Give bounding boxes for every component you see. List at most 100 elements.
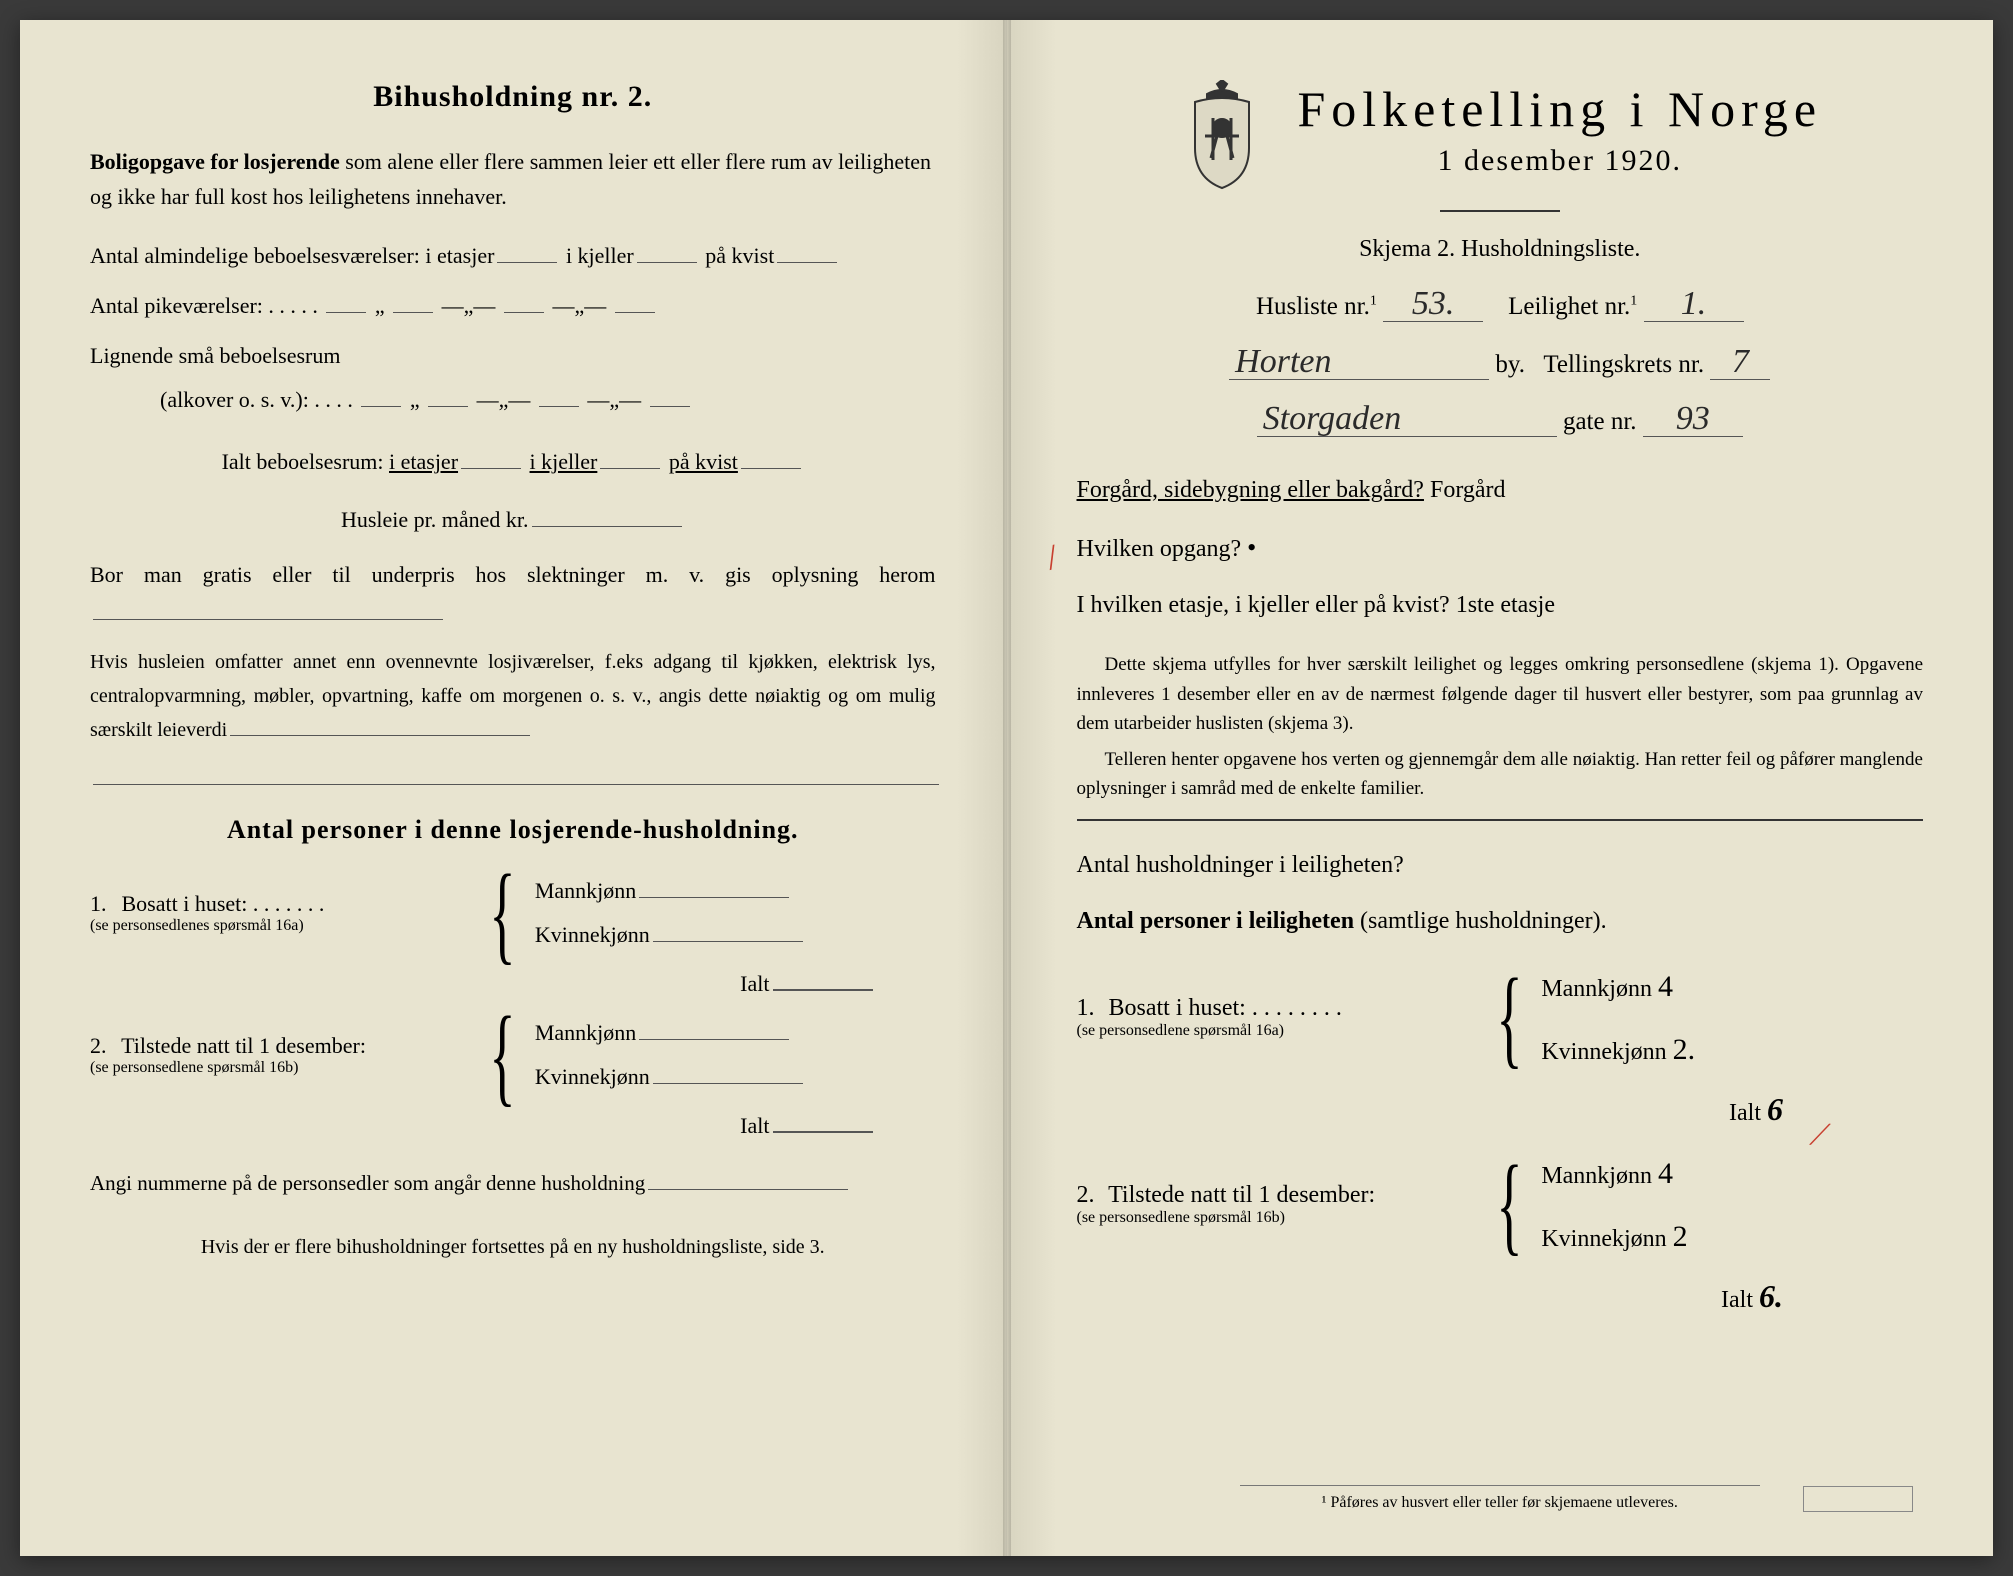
red-mark-icon: / [1039, 523, 1063, 592]
bottom-angi: Angi nummerne på de personsedler som ang… [90, 1169, 936, 1196]
by-label: by. [1495, 351, 1525, 378]
blank [650, 385, 690, 407]
sup-2: 1 [1630, 294, 1637, 309]
bosatt-sub: (se personsedlenes spørsmål 16a) [90, 917, 470, 935]
ialt-label-1: Ialt [740, 971, 769, 996]
brace-label-r1: 1. Bosatt i huset: . . . . . . . . (se p… [1077, 995, 1477, 1040]
brace-r2: { [1496, 1166, 1522, 1243]
angi-text: Angi nummerne på de personsedler som ang… [90, 1171, 645, 1195]
tilstede-label-r: Tilstede natt til 1 desember: [1108, 1182, 1375, 1208]
ialt-label-r2: Ialt [1721, 1287, 1753, 1313]
blank [653, 1062, 803, 1084]
tellingskrets-label: Tellingskrets nr. [1543, 351, 1704, 378]
mann-label-r2: Mannkjønn [1541, 1163, 1652, 1189]
intro-bold: Boligopgave for losjerende [90, 149, 340, 174]
dots-r1: . . . . . . . . [1246, 995, 1342, 1021]
row-almindelige: Antal almindelige beboelsesværelser: i e… [90, 234, 936, 278]
page-fold [1003, 20, 1011, 1556]
main-title-block: Folketelling i Norge 1 desember 1920. [1297, 80, 1822, 178]
bosatt-label-r: Bosatt i huset: [1109, 995, 1246, 1021]
brace-2: { [489, 1017, 515, 1094]
etasje-row: I hvilken etasje, i kjeller eller på kvi… [1077, 583, 1924, 629]
lignende-1: Lignende små beboelsesrum [90, 343, 341, 368]
para-hvis: Hvis husleien omfatter annet enn ovennev… [90, 645, 936, 785]
instr-p2: Telleren henter opgavene hos verten og g… [1077, 745, 1924, 804]
kvinne-label-2: Kvinnekjønn [535, 1064, 650, 1089]
blank-hvis [230, 716, 530, 736]
brace-r1: { [1496, 979, 1522, 1056]
left-page: Bihusholdning nr. 2. Boligopgave for los… [20, 20, 1007, 1556]
blank-husleie [532, 505, 682, 527]
etasje-value: 1ste etasje [1456, 592, 1555, 618]
brace-block-r1: 1. Bosatt i huset: . . . . . . . . (se p… [1077, 955, 1924, 1081]
sup-1: 1 [1370, 294, 1377, 309]
forgard-row: Forgård, sidebygning eller bakgård? Forg… [1077, 468, 1924, 514]
lbl-kvist-2: på kvist [669, 449, 738, 474]
coat-of-arms-icon [1177, 80, 1267, 190]
gate-row: Storgaden gate nr. 93 [1077, 398, 1924, 446]
blank [653, 920, 803, 942]
para-bor: Bor man gratis eller til underpris hos s… [90, 556, 936, 631]
gateno-value: 93 [1643, 402, 1743, 437]
blank [461, 447, 521, 469]
kvinne-label-1: Kvinnekjønn [535, 922, 650, 947]
blank-kjeller-1 [637, 241, 697, 263]
blank [393, 291, 433, 313]
bottom-footer: Hvis der er flere bihusholdninger fortse… [90, 1236, 936, 1259]
footnote: ¹ Påføres av husvert eller teller før sk… [1240, 1485, 1760, 1512]
item2-kvinne-value: 2 [1673, 1220, 1688, 1253]
brace-fields-r2: Mannkjønn 4 Kvinnekjønn 2 [1541, 1142, 1687, 1268]
mann-label-r1: Mannkjønn [1541, 976, 1652, 1002]
by-row: Horten by. Tellingskrets nr. 7 [1077, 341, 1924, 389]
item1-kvinne-value: 2. [1673, 1033, 1696, 1066]
thick-rule [1077, 819, 1924, 821]
forgard-label: Forgård, sidebygning eller bakgård? [1077, 477, 1424, 503]
lbl-kvist: på kvist [705, 243, 774, 268]
husliste-label: Husliste nr. [1256, 293, 1370, 320]
dots-1: . . . . . [268, 293, 323, 318]
ialt-label-r1: Ialt [1729, 1100, 1761, 1126]
intro-paragraph: Boligopgave for losjerende som alene ell… [90, 144, 936, 214]
right-page: Folketelling i Norge 1 desember 1920. Sk… [1007, 20, 1994, 1556]
blank-ialt-2 [773, 1111, 873, 1133]
antal-hush-row: Antal husholdninger i leiligheten? [1077, 843, 1924, 889]
husliste-value: 53. [1383, 287, 1483, 322]
alm-label: Antal almindelige beboelsesværelser: [90, 243, 420, 268]
mann-label-2: Mannkjønn [535, 1020, 636, 1045]
opgang-row: / Hvilken opgang? • [1077, 523, 1924, 573]
blank [326, 291, 366, 313]
blank [639, 876, 789, 898]
blank-hvis-2 [93, 765, 939, 785]
husliste-row: Husliste nr.1 53. Leilighet nr.1 1. [1077, 283, 1924, 331]
blank-kvist-1 [777, 241, 837, 263]
kvinne-label-r1: Kvinnekjønn [1541, 1039, 1666, 1065]
gate-value: Storgaden [1257, 402, 1557, 437]
brace-fields-r1: Mannkjønn 4 Kvinnekjønn 2. [1541, 955, 1695, 1081]
title-rule [1440, 210, 1560, 212]
main-title: Folketelling i Norge [1297, 80, 1822, 138]
num-r2: 2. [1077, 1182, 1103, 1209]
tellingskrets-value: 7 [1710, 345, 1770, 380]
tilstede-sub: (se personsedlene spørsmål 16b) [90, 1059, 470, 1077]
gate-label: gate nr. [1563, 408, 1637, 435]
forgard-value: Forgård [1430, 477, 1506, 503]
pike-label: Antal pikeværelser: [90, 293, 263, 318]
lbl-kjeller: i kjeller [566, 243, 634, 268]
blank [504, 291, 544, 313]
printer-stamp [1803, 1486, 1913, 1512]
leilighet-value: 1. [1644, 287, 1744, 322]
blank-etasjer-1 [497, 241, 557, 263]
instructions-block: Dette skjema utfylles for hver særskilt … [1077, 650, 1924, 803]
num-r1: 1. [1077, 995, 1103, 1022]
section-title-antal: Antal personer i denne losjerende-hushol… [90, 815, 936, 845]
antal-pers-row: Antal personer i leiligheten (samtlige h… [1077, 899, 1924, 945]
blank-bor [93, 598, 443, 620]
item2-ialt-text: 6. [1759, 1278, 1783, 1314]
item2-ialt-value: 6. [1759, 1278, 1783, 1314]
brace-block-1: 1. Bosatt i huset: . . . . . . . (se per… [90, 869, 936, 957]
brace-fields-1: Mannkjønn Kvinnekjønn [535, 869, 806, 957]
ialt-beb-label: Ialt beboelsesrum: [222, 449, 384, 474]
lbl-etasjer: i etasjer [425, 243, 494, 268]
ialt-row-r2: Ialt 6. [1077, 1278, 1924, 1315]
blank [741, 447, 801, 469]
